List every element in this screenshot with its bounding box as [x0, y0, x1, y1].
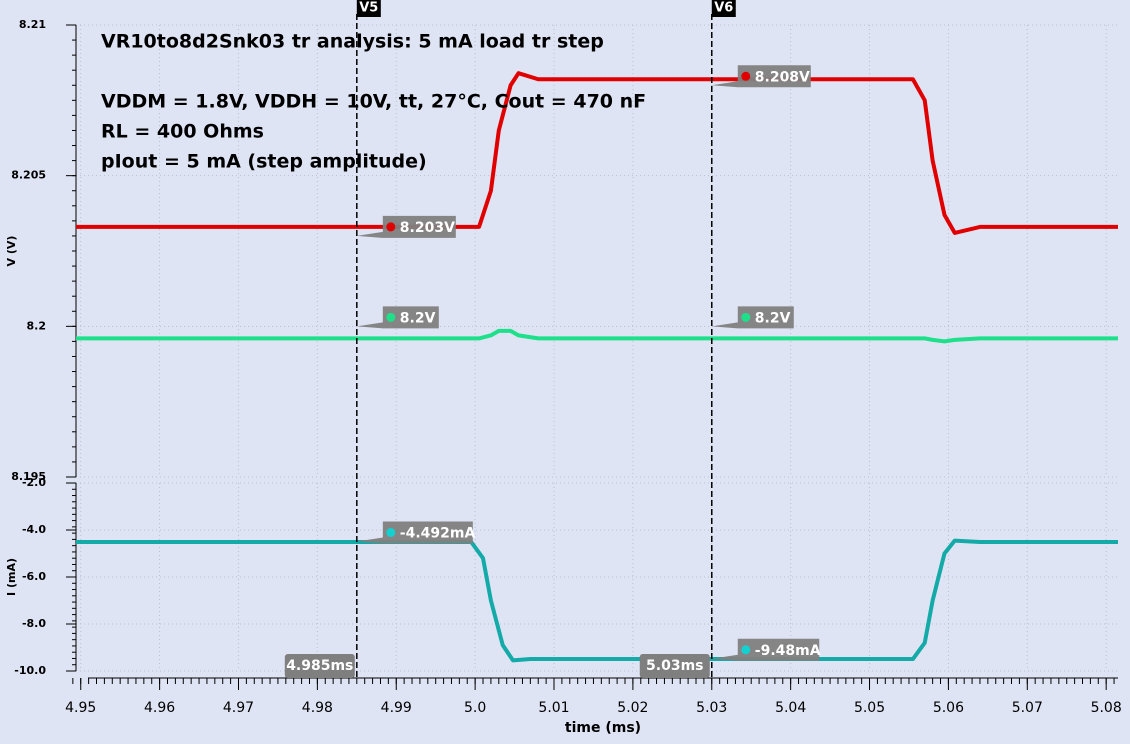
marker-label: 8.203V [400, 220, 455, 236]
y-axis-label: I (mA) [5, 558, 18, 596]
x-tick-label: 5.03 [696, 700, 727, 716]
annotation: RL = 400 Ohms [101, 121, 264, 143]
x-axis-label: time (ms) [565, 720, 641, 736]
y-tick-label: -10.0 [14, 664, 46, 677]
marker-dot [741, 645, 751, 655]
marker-dot [386, 312, 396, 322]
x-tick-label: 5.01 [538, 700, 569, 716]
marker-label: -9.48mA [755, 643, 821, 659]
marker-label: 8.2V [400, 310, 436, 326]
cursor-tag [356, 0, 381, 17]
y-tick-label: 8.2 [27, 319, 47, 332]
x-tick-label: 5.08 [1091, 700, 1122, 716]
y-tick-label: 8.205 [11, 169, 46, 182]
x-tick-label: 4.97 [223, 700, 254, 716]
marker-callout [356, 306, 439, 329]
marker-label: -4.492mA [400, 526, 476, 542]
marker-callout [711, 65, 811, 88]
y-axis-label: V (V) [5, 236, 18, 267]
series-line [76, 328, 1118, 344]
x-tick-label: 5.04 [775, 700, 806, 716]
marker-callout [356, 521, 473, 544]
series-line [76, 538, 1118, 663]
marker-label: 8.208V [755, 69, 810, 85]
cursor-value-box [639, 654, 710, 678]
series-line [76, 71, 1118, 235]
y-tick-label: -2.0 [22, 476, 46, 489]
chart-title: VR10to8d2Snk03 tr analysis: 5 mA load tr… [101, 31, 604, 53]
marker-dot [386, 222, 396, 232]
marker-dot [386, 528, 396, 538]
y-tick-label: -8.0 [22, 617, 46, 630]
y-tick-label: -4.0 [22, 523, 46, 536]
marker-callout [711, 306, 794, 329]
marker-callout [356, 215, 456, 238]
x-tick-label: 5.0 [464, 700, 486, 716]
x-tick-label: 5.06 [933, 700, 964, 716]
marker-dot [741, 71, 751, 81]
cursor-value-box [284, 654, 355, 678]
annotation: VDDM = 1.8V, VDDH = 10V, tt, 27°C, Cout … [101, 91, 646, 113]
y-tick-label: -6.0 [22, 570, 46, 583]
x-tick-label: 4.95 [65, 700, 96, 716]
y-tick-label: 8.21 [19, 18, 46, 31]
x-tick-label: 5.05 [854, 700, 885, 716]
marker-callout [711, 638, 820, 661]
x-tick-label: 4.98 [302, 700, 333, 716]
y-tick-label: 8.195 [11, 470, 46, 483]
annotation: pIout = 5 mA (step amplitude) [101, 151, 427, 173]
x-tick-label: 4.96 [144, 700, 175, 716]
marker-dot [741, 312, 751, 322]
cursor-name: V5 [359, 1, 378, 16]
x-tick-label: 5.02 [617, 700, 648, 716]
x-tick-label: 5.07 [1012, 700, 1043, 716]
cursor-value: 4.985ms [286, 658, 353, 674]
x-tick-label: 4.99 [381, 700, 412, 716]
marker-label: 8.2V [755, 310, 791, 326]
cursor-value: 5.03ms [646, 658, 703, 674]
cursor-name: V6 [714, 1, 733, 16]
cursor-tag [711, 0, 736, 17]
